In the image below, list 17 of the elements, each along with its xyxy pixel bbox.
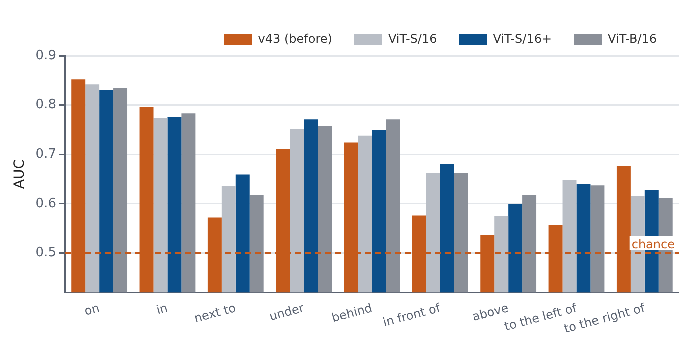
y-tick-label: 0.9 [36, 48, 56, 64]
legend-label: ViT-S/16+ [493, 32, 552, 46]
legend-label: ViT-S/16 [388, 32, 438, 46]
y-axis-title: AUC [12, 159, 28, 190]
y-tick-label: 0.5 [36, 246, 56, 261]
y-tick-label: 0.6 [36, 196, 56, 212]
legend-label: ViT-B/16 [608, 32, 658, 46]
y-tick-label: 0.8 [36, 98, 56, 113]
legend-label: v43 (before) [258, 32, 332, 46]
x-tick-label: under [268, 300, 306, 324]
x-tick-label: in front of [382, 300, 443, 330]
ref-line-label: chance [632, 237, 675, 252]
x-tick-label: in [155, 300, 170, 318]
x-tick-label: next to [192, 300, 238, 326]
y-tick-label: 0.7 [36, 146, 56, 162]
x-tick-label: on [83, 300, 102, 318]
x-tick-label: behind [330, 300, 374, 326]
